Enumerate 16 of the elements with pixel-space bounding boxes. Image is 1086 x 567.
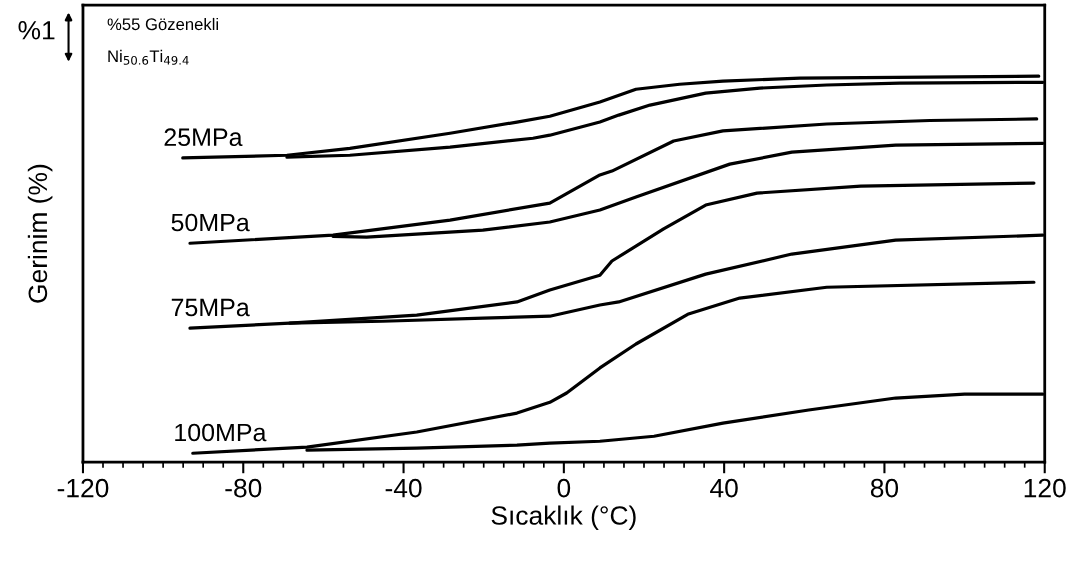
text: Ni$_{50.6}$Ti$_{49.4}$ <box>108 49 189 65</box>
x-tick-label: -120 <box>57 478 109 498</box>
series-label: 75MPa <box>171 298 250 317</box>
x-tick-label: 80 <box>870 478 899 498</box>
series-label: 100MPa <box>175 423 267 442</box>
text: %1 <box>18 21 55 40</box>
x-tick-label: 120 <box>1024 478 1066 498</box>
x-tick-label: -80 <box>225 478 262 498</box>
series-label: 50MPa <box>171 213 250 232</box>
text: %55 Gözenekli <box>107 17 218 31</box>
y-axis-title: Gerinim (%) <box>27 164 53 303</box>
x-tick-label: 0 <box>557 478 571 498</box>
x-tick-label: -40 <box>385 478 422 498</box>
x-tick-label: 40 <box>710 478 738 498</box>
series-label: 25MPa <box>164 128 243 147</box>
x-axis-title: Sıcaklık (°C) <box>491 505 636 531</box>
